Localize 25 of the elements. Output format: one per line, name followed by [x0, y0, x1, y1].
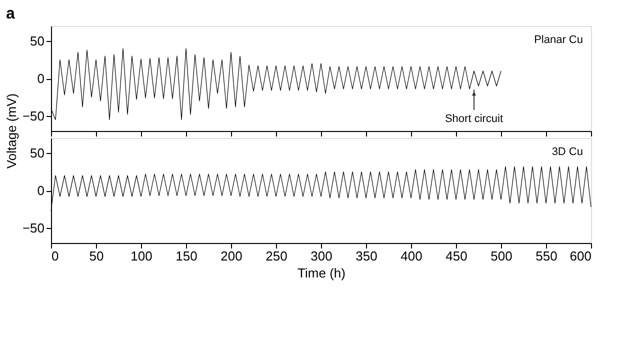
- x-tick-label: 350: [356, 248, 378, 264]
- annotation: Short circuit: [444, 113, 504, 125]
- y-axis-title: Voltage (mV): [4, 93, 19, 169]
- y-tick-label: −50: [22, 220, 44, 236]
- y-tick-label: 50: [30, 146, 44, 160]
- x-tick-label: 100: [130, 248, 152, 264]
- x-tick-label: 550: [536, 248, 558, 264]
- x-tick-label: 150: [176, 248, 198, 264]
- x-tick-label: 300: [310, 248, 332, 264]
- x-tick-label: 50: [89, 248, 104, 264]
- x-tick-label: 250: [266, 248, 288, 264]
- y-tick-label: 0: [37, 71, 44, 86]
- y-tick-label: 0: [37, 183, 44, 198]
- x-tick-label: 400: [400, 248, 422, 264]
- y-tick-label: 50: [30, 34, 44, 48]
- series-label: 3D Cu: [552, 146, 583, 158]
- text: a: [6, 6, 15, 22]
- x-tick-label: 500: [490, 248, 512, 264]
- y-tick-label: −50: [22, 108, 44, 124]
- x-tick-label: 450: [446, 248, 468, 264]
- x-tick-label: 600: [570, 248, 592, 264]
- x-axis-title: Time (h): [298, 266, 346, 280]
- x-tick-label: 200: [220, 248, 242, 264]
- text: Planar Cu: [534, 34, 583, 46]
- x-tick-label: 0: [52, 248, 59, 264]
